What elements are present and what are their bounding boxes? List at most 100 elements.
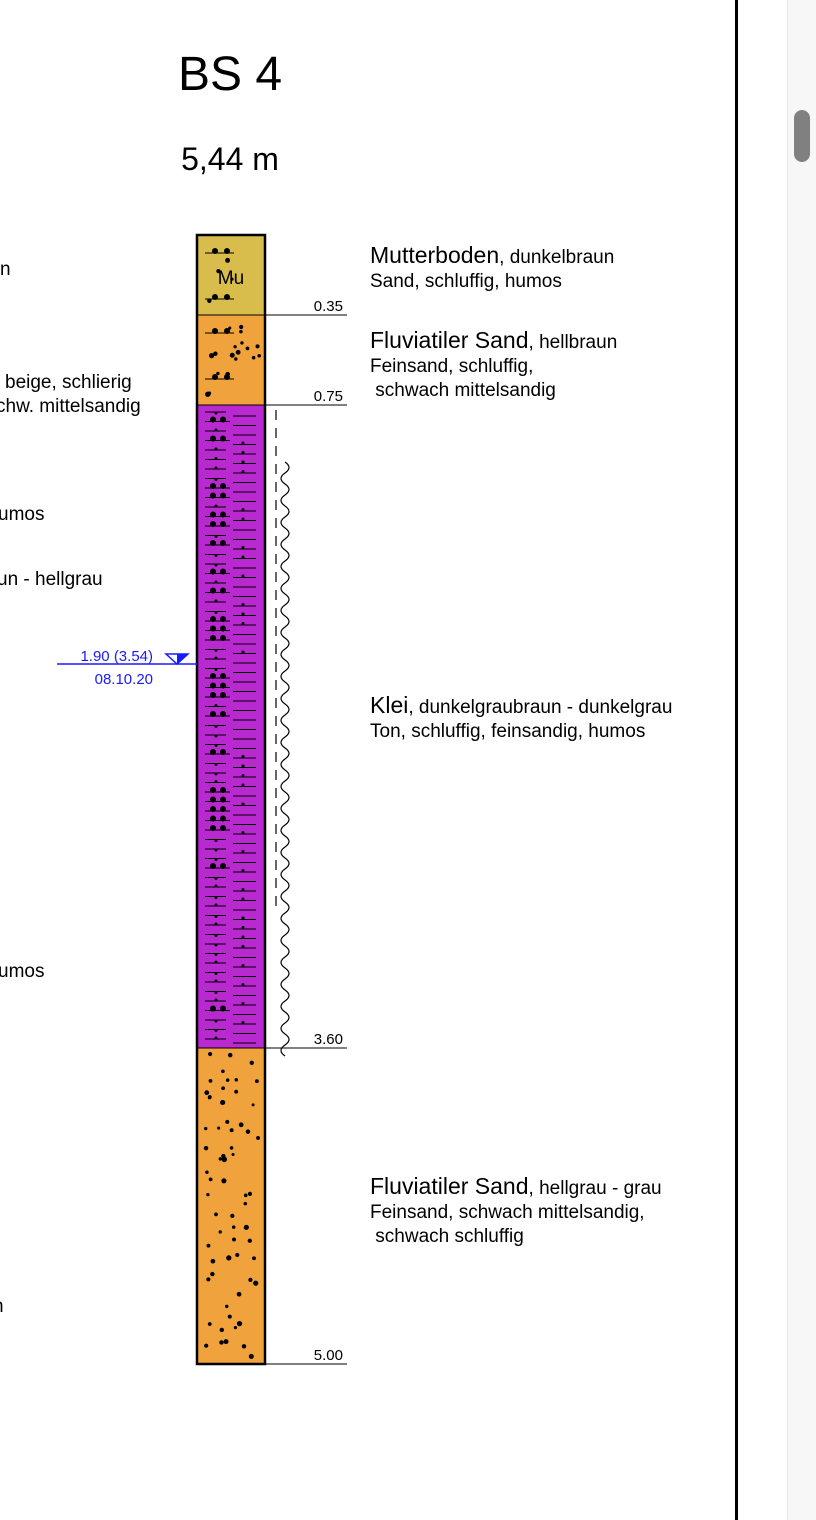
water-level-marker: 1.90 (3.54) 08.10.20 [57, 648, 197, 688]
sand-dot [210, 1271, 215, 1277]
sand-dot [221, 1086, 225, 1091]
sand-dot [206, 1277, 211, 1282]
sand-dot [239, 329, 243, 334]
sand-dot [217, 1126, 221, 1130]
sand-dot [213, 351, 218, 356]
layer-name: Klei [370, 692, 408, 718]
layer-color: , hellgrau - grau [529, 1178, 662, 1199]
partial-text: chw. mittelsandig [0, 396, 141, 417]
layer-description: Fluviatiler Sand, hellbraun [370, 327, 617, 353]
layer-fill [196, 314, 266, 406]
sand-dot [234, 1078, 238, 1082]
sand-dot [235, 1252, 240, 1258]
borehole-depth: 5,44 m [181, 141, 279, 177]
borehole-title: BS 4 [178, 48, 282, 101]
layer-detail: Feinsand, schwach mittelsandig, [370, 1202, 645, 1223]
sand-dot [243, 1201, 248, 1206]
sand-dot [243, 1224, 249, 1230]
sand-dot [204, 1343, 209, 1348]
layer-description: Klei, dunkelgraubraun - dunkelgrau [370, 692, 672, 718]
sand-dot [233, 345, 237, 349]
layer-detail: Ton, schluffig, feinsandig, humos [370, 721, 645, 742]
sand-dot [231, 1152, 235, 1157]
sand-dot [225, 1304, 229, 1309]
sand-dot [221, 1178, 227, 1184]
scrollbar-thumb[interactable] [794, 110, 810, 162]
layer-fill [196, 404, 266, 1049]
sand-dot [207, 1322, 212, 1326]
sand-dot [238, 1122, 244, 1128]
sand-dot [230, 1213, 235, 1219]
sand-dot [227, 1052, 233, 1058]
sand-dot [230, 277, 234, 281]
sand-dot [243, 1193, 248, 1198]
layer-color: , hellbraun [529, 332, 618, 353]
sand-dot [204, 1090, 210, 1096]
layer-sand: 5.00 Fluviatiler Sand, hellgrau - grau Fei… [196, 1047, 662, 1365]
sand-dot [236, 1291, 242, 1297]
sand-dot [233, 1326, 238, 1330]
sand-dot [245, 346, 250, 351]
sand-dot [208, 1177, 213, 1182]
sand-dot [218, 1230, 222, 1234]
sand-dot [229, 352, 235, 358]
layer-detail: schwach schluffig [370, 1226, 524, 1247]
sand-dot [206, 1192, 210, 1197]
sand-dot [226, 1255, 232, 1261]
sand-dot [203, 1145, 209, 1151]
partial-text: un - hellgrau [0, 569, 103, 590]
layer-name: Fluviatiler Sand [370, 327, 529, 353]
partial-text: n [0, 1296, 4, 1317]
scrollbar[interactable] [787, 0, 816, 1520]
sand-dot [223, 1339, 229, 1345]
layer-color: , dunkelgraubraun - dunkelgrau [408, 697, 672, 718]
layer-symbol: Mu [218, 268, 244, 289]
sand-dot [204, 1126, 208, 1131]
sand-dot [206, 1243, 211, 1248]
sand-dot [214, 1212, 218, 1217]
page-border [735, 0, 738, 1520]
layer-description: Fluviatiler Sand, hellgrau - grau [370, 1173, 662, 1199]
sand-dot [256, 1136, 260, 1140]
partial-text: umos [0, 961, 44, 982]
water-level-date: 08.10.20 [95, 671, 153, 688]
layer-klei: 3.60 Klei, dunkelgraubraun - dunkelgrau To… [196, 404, 672, 1049]
water-level-depth: 1.90 (3.54) [80, 648, 153, 665]
sand-dot [248, 1353, 254, 1359]
sand-dot [253, 1280, 259, 1286]
sand-dot [255, 344, 260, 349]
layer-color: , dunkelbraun [499, 247, 614, 268]
layer-detail: Feinsand, schluffig, [370, 356, 533, 377]
sand-dot [252, 1256, 256, 1261]
partial-text: n [0, 259, 11, 280]
sand-dot [221, 1156, 228, 1163]
depth-label: 3.60 [314, 1031, 343, 1048]
sand-dot [247, 1238, 252, 1243]
sand-dot [236, 1320, 243, 1327]
sand-dot [234, 357, 238, 361]
left-partial-text: n beige, schlierig chw. mittelsandig umo… [0, 259, 141, 1317]
layer-description: Mutterboden, dunkelbraun [370, 242, 614, 268]
layer-name: Mutterboden [370, 242, 499, 268]
depth-label: 5.00 [314, 1347, 343, 1364]
wavy-line [280, 461, 290, 1057]
sand-dot [225, 1119, 230, 1124]
sand-dot [229, 1128, 234, 1133]
sand-dot [208, 1051, 213, 1057]
sand-dot [249, 1060, 254, 1065]
borehole-log: BS 4 5,44 m n beige, schlierig chw. mitt… [0, 48, 672, 1366]
sand-dot [216, 269, 221, 274]
sand-dot [220, 1099, 226, 1106]
layer-sand: 0.75 Fluviatiler Sand, hellbraun Feinsand,… [196, 314, 617, 406]
column-outline [195, 233, 267, 1366]
sand-dot [254, 1079, 259, 1084]
sand-dot [251, 1103, 255, 1107]
sand-dot [219, 1327, 225, 1333]
sand-dot [208, 1078, 213, 1083]
partial-text: umos [0, 504, 44, 525]
layer-detail: Sand, schluffig, humos [370, 271, 562, 292]
sand-dot [210, 1258, 216, 1264]
depth-label: 0.75 [314, 388, 343, 405]
layer-name: Fluviatiler Sand [370, 1173, 529, 1199]
sand-dot [234, 1089, 239, 1094]
